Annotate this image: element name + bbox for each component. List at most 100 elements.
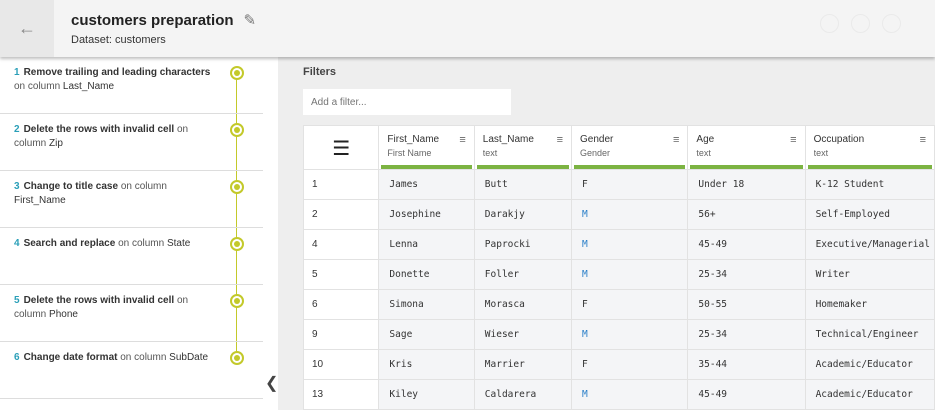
column-header[interactable]: Age text ≡ (687, 125, 806, 170)
table-row: 4 Lenna Paprocki M 45-49 Executive/Managerial (302, 229, 935, 260)
collapse-panel-button[interactable]: ❮ (265, 375, 279, 392)
step-item[interactable]: 4 Search and replace on column State (0, 228, 263, 285)
step-action: Search and replace (23, 238, 116, 249)
table-menu-icon[interactable]: ☰ (302, 125, 380, 170)
table-cell[interactable]: Morasca (473, 289, 573, 320)
back-button[interactable]: ← (0, 0, 54, 57)
data-table: ☰ First_Name First Name ≡ Last_Name text ≡ Gend… (302, 125, 935, 410)
table-cell[interactable]: Self-Employed (804, 199, 935, 230)
table-cell[interactable]: Donette (378, 259, 475, 290)
page-title: customers preparation (71, 11, 234, 29)
title-row: customers preparation ✎ (71, 11, 257, 30)
column-type: text (696, 148, 711, 158)
step-status-icon[interactable] (230, 123, 244, 137)
column-type: First Name (387, 148, 432, 158)
table-cell[interactable]: 25-34 (687, 319, 806, 350)
table-cell[interactable]: Academic/Educator (804, 349, 935, 380)
table-cell[interactable]: Darakjy (473, 199, 573, 230)
step-number: 3 (14, 181, 20, 192)
step-action: Change date format (23, 352, 118, 363)
row-number: 5 (302, 259, 380, 290)
table-cell[interactable]: K-12 Student (804, 169, 935, 200)
table-cell[interactable]: Butt (473, 169, 573, 200)
action-icon[interactable] (820, 14, 839, 33)
dataset-subtitle: Dataset: customers (71, 34, 166, 46)
table-cell[interactable]: Executive/Managerial (804, 229, 935, 260)
table-row: 2 Josephine Darakjy M 56+ Self-Employed (302, 199, 935, 230)
table-cell[interactable]: 45-49 (687, 229, 806, 260)
table-cell[interactable]: 50-55 (687, 289, 806, 320)
column-menu-icon[interactable]: ≡ (672, 134, 680, 146)
column-header[interactable]: Occupation text ≡ (804, 125, 935, 170)
table-cell[interactable]: Kris (378, 349, 475, 380)
column-name: Last_Name (482, 134, 534, 145)
table-cell[interactable]: M (571, 319, 689, 350)
step-column: State (166, 238, 191, 249)
table-cell[interactable]: Foller (473, 259, 573, 290)
table-cell[interactable]: James (378, 169, 475, 200)
table-cell[interactable]: 45-49 (687, 379, 806, 410)
step-status-icon[interactable] (230, 351, 244, 365)
table-cell[interactable]: Kiley (378, 379, 475, 410)
step-status-icon[interactable] (230, 66, 244, 80)
step-item[interactable]: 3 Change to title case on column First_Na… (0, 171, 263, 228)
table-cell[interactable]: Under 18 (687, 169, 806, 200)
table-row: 6 Simona Morasca F 50-55 Homemaker (302, 289, 935, 320)
row-number: 9 (302, 319, 380, 350)
table-cell[interactable]: Simona (378, 289, 475, 320)
action-icon[interactable] (882, 14, 901, 33)
table-cell[interactable]: Marrier (473, 349, 573, 380)
table-cell[interactable]: M (571, 229, 689, 260)
step-item[interactable]: 1 Remove trailing and leading characters … (0, 57, 263, 114)
column-header[interactable]: First_Name First Name ≡ (378, 125, 475, 170)
column-type: text (813, 148, 829, 158)
table-cell[interactable]: Paprocki (473, 229, 573, 260)
table-cell[interactable]: 25-34 (687, 259, 806, 290)
arrow-left-icon: ← (18, 18, 36, 38)
table-cell[interactable]: F (571, 289, 689, 320)
table-row: 10 Kris Marrier F 35-44 Academic/Educator (302, 349, 935, 380)
table-cell[interactable]: M (571, 199, 689, 230)
step-item[interactable]: 2 Delete the rows with invalid cell on co… (0, 114, 263, 171)
table-cell[interactable]: Writer (804, 259, 935, 290)
table-cell[interactable]: Lenna (378, 229, 475, 260)
step-status-icon[interactable] (230, 180, 244, 194)
step-number: 2 (14, 124, 20, 135)
table-cell[interactable]: Wieser (473, 319, 573, 350)
table-cell[interactable]: F (571, 169, 689, 200)
pencil-icon[interactable]: ✎ (243, 12, 257, 29)
step-item[interactable]: 5 Delete the rows with invalid cell on co… (0, 285, 263, 342)
table-cell[interactable]: F (571, 349, 689, 380)
table-cell[interactable]: Caldarera (473, 379, 573, 410)
table-cell[interactable]: M (571, 379, 689, 410)
table-cell[interactable]: Technical/Engineer (804, 319, 935, 350)
table-cell[interactable]: Homemaker (804, 289, 935, 320)
column-menu-icon[interactable]: ≡ (790, 134, 797, 146)
row-number: 13 (302, 379, 380, 410)
table-cell[interactable]: M (571, 259, 689, 290)
column-header[interactable]: Gender Gender ≡ (571, 125, 689, 170)
column-header[interactable]: Last_Name text ≡ (473, 125, 573, 170)
step-on: on column (118, 238, 165, 249)
step-action: Delete the rows with invalid cell (23, 295, 175, 306)
column-menu-icon[interactable]: ≡ (919, 134, 926, 146)
step-status-icon[interactable] (230, 294, 244, 308)
table-cell[interactable]: Sage (378, 319, 475, 350)
action-icon[interactable] (851, 14, 870, 33)
step-column: Phone (49, 309, 78, 320)
step-number: 6 (14, 352, 20, 363)
step-column: First_Name (14, 195, 66, 206)
column-menu-icon[interactable]: ≡ (459, 134, 466, 146)
step-action: Change to title case (23, 181, 119, 192)
step-column: Last_Name (62, 81, 115, 92)
table-cell[interactable]: Josephine (378, 199, 475, 230)
step-item[interactable]: 6 Change date format on column SubDate (0, 342, 263, 399)
table-cell[interactable]: Academic/Educator (804, 379, 935, 410)
step-status-icon[interactable] (230, 237, 244, 251)
column-menu-icon[interactable]: ≡ (556, 134, 564, 146)
app-header: ← customers preparation ✎ Dataset: custo… (0, 0, 935, 57)
filter-input[interactable] (303, 89, 511, 115)
filters-label: Filters (303, 66, 337, 78)
table-cell[interactable]: 56+ (687, 199, 806, 230)
table-cell[interactable]: 35-44 (687, 349, 806, 380)
